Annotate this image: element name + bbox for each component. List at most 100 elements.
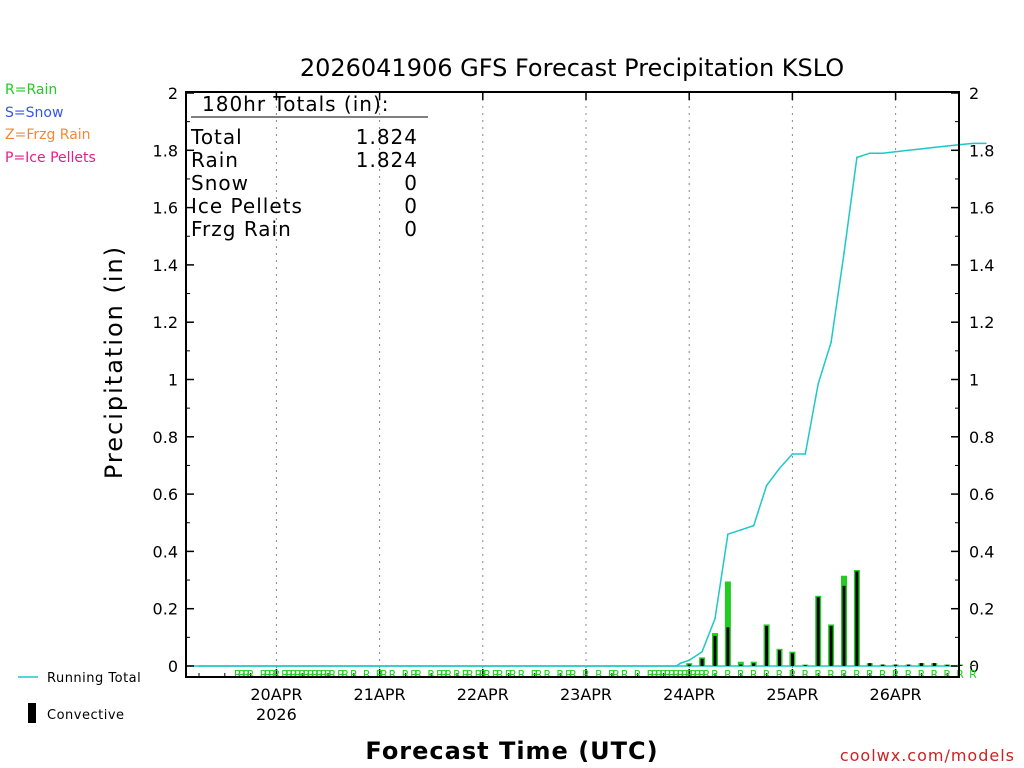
y-tick-label-left: 0: [168, 657, 178, 676]
convective-bar: [842, 585, 846, 666]
convective-bar: [932, 663, 936, 666]
convective-bar: [739, 664, 743, 666]
running-total-legend-label: Running Total: [47, 671, 141, 686]
y-tick-label-left: 0.8: [153, 428, 178, 447]
x-tick-label: 24APR: [663, 685, 715, 704]
y-tick-label-left: 1.2: [153, 313, 178, 332]
rain-type-marker: R: [492, 668, 500, 681]
rain-type-marker: R: [483, 668, 491, 681]
totals-heading: 180hr Totals (in):: [202, 92, 390, 116]
rain-type-marker: R: [681, 668, 689, 681]
y-tick-label-left: 1.8: [153, 141, 178, 160]
rain-type-marker: R: [969, 668, 977, 681]
convective-bar: [713, 635, 717, 666]
totals-row-value: 0: [404, 194, 418, 218]
rain-type-marker: R: [660, 668, 668, 681]
running-total-point: [679, 662, 682, 664]
rain-type-marker: R: [479, 668, 487, 681]
bars-layer: [686, 570, 976, 666]
rain-type-marker: R: [303, 668, 311, 681]
running-total-point: [688, 659, 690, 662]
running-total-point: [920, 148, 923, 150]
y-tick-label-right: 1: [969, 371, 979, 390]
rain-type-marker: R: [496, 668, 504, 681]
rain-type-marker: R: [376, 668, 384, 681]
convective-legend-label: Convective: [47, 708, 125, 723]
rain-type-marker: R: [389, 668, 397, 681]
rain-type-marker: R: [698, 668, 706, 681]
convective-bar: [687, 664, 691, 666]
rain-type-marker: R: [328, 668, 336, 681]
convective-bar: [919, 663, 923, 666]
y-tick-label-left: 1.6: [153, 199, 178, 218]
plot-frame: [185, 91, 960, 678]
rain-type-marker: R: [879, 668, 887, 681]
rain-type-marker: R: [414, 668, 422, 681]
rain-type-marker: R: [711, 668, 719, 681]
rain-type-marker: R: [440, 668, 448, 681]
rain-type-marker: R: [324, 668, 332, 681]
rain-type-marker: R: [685, 668, 693, 681]
running-total-line: [199, 142, 986, 667]
totals-row-label: Total: [190, 125, 243, 149]
rain-type-marker: R: [234, 668, 242, 681]
rain-type-marker: R: [316, 668, 324, 681]
convective-bar: [971, 665, 975, 666]
convective-bar: [855, 571, 859, 666]
convective-bar: [700, 658, 704, 666]
rain-type-marker: R: [264, 668, 272, 681]
rain-type-marker: R: [475, 668, 483, 681]
rain-type-marker: R: [930, 668, 938, 681]
running-total-point: [727, 533, 729, 536]
rain-type-marker: R: [892, 668, 900, 681]
running-total-point: [972, 142, 974, 145]
rain-type-marker: R: [905, 668, 913, 681]
convective-bar: [829, 625, 833, 666]
rain-type-marker: R: [247, 668, 255, 681]
y-tick-label-right: 0.2: [969, 600, 994, 619]
rain-type-marker: R: [410, 668, 418, 681]
convective-bar: [816, 597, 820, 666]
legend-rain: R=Rain: [5, 82, 58, 98]
running-total-point: [817, 382, 819, 385]
rain-type-marker: R: [814, 668, 822, 681]
running-total-point: [765, 484, 768, 487]
legend-ice-pellets: P=Ice Pellets: [5, 150, 96, 166]
rain-type-marker: R: [453, 668, 461, 681]
running-total-point: [869, 152, 871, 154]
totals-row-value: 1.824: [356, 125, 418, 149]
convective-bar: [868, 663, 872, 666]
rain-type-marker: R: [268, 668, 276, 681]
rain-type-marker: R: [294, 668, 302, 681]
x-tick-label: 25APR: [766, 685, 818, 704]
rain-type-marker: R: [595, 668, 603, 681]
rain-type-marker: R: [290, 668, 298, 681]
y-tick-label-right: 0: [969, 657, 979, 676]
rain-type-marker: R: [273, 668, 281, 681]
rain-type-marker: R: [535, 668, 543, 681]
rain-type-marker: R: [651, 668, 659, 681]
rain-type-marker: R: [956, 668, 964, 681]
rain-type-marker: R: [703, 668, 711, 681]
running-total-layer: [198, 142, 987, 667]
y-axis-left: 0 0.2 0.4 0.6 0.8 1 1.2 1.4 1.6 1.8 2: [153, 84, 194, 676]
y-tick-label-right: 0.8: [969, 428, 994, 447]
rain-type-marker: R: [436, 668, 444, 681]
y-tick-label-right: 1.6: [969, 199, 994, 218]
y-tick-label-right: 0.4: [969, 542, 994, 561]
convective-bar: [907, 664, 910, 666]
y-tick-label-right: 1.8: [969, 141, 994, 160]
y-axis-label: Precipitation (in): [100, 245, 128, 479]
convective-bar: [726, 627, 730, 666]
rain-type-marker: R: [363, 668, 371, 681]
rain-type-marker: R: [242, 668, 250, 681]
rain-type-marker: R: [677, 668, 685, 681]
legend-frzg-rain: Z=Frzg Rain: [5, 127, 91, 143]
rain-type-marker: R: [285, 668, 293, 681]
rain-type-marker: R: [621, 668, 629, 681]
convective-bar: [765, 625, 769, 666]
running-total-point: [985, 142, 987, 145]
convective-bar: [881, 664, 885, 666]
rain-type-marker: R: [840, 668, 848, 681]
rain-type-marker: R: [260, 668, 268, 681]
